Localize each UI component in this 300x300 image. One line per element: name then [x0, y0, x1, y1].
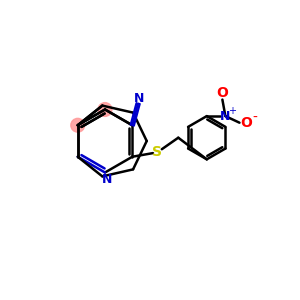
- Text: N: N: [102, 172, 112, 186]
- Text: O: O: [240, 116, 252, 130]
- Text: +: +: [228, 106, 236, 116]
- Text: N: N: [220, 110, 231, 123]
- Circle shape: [98, 103, 112, 116]
- Text: N: N: [134, 92, 145, 105]
- Text: S: S: [152, 145, 162, 159]
- Circle shape: [71, 118, 85, 132]
- Text: O: O: [216, 86, 228, 100]
- Text: -: -: [252, 111, 257, 125]
